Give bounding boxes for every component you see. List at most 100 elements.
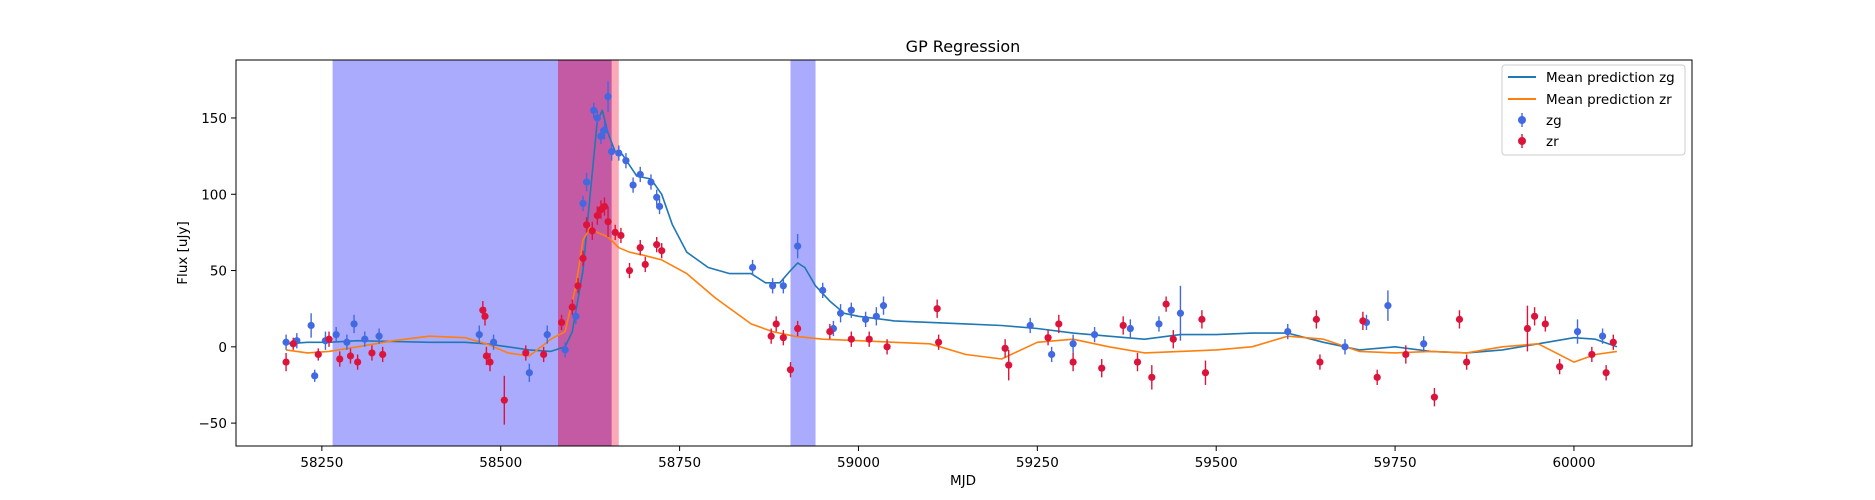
x-axis-label: MJD (950, 473, 976, 489)
zr-point (1430, 393, 1439, 401)
zg-point (608, 147, 616, 156)
zr-point (625, 266, 634, 275)
zg-point (350, 320, 358, 328)
zg-point (1026, 321, 1034, 330)
zr-point (346, 352, 355, 360)
zg-point (769, 282, 777, 290)
zr-point (847, 335, 855, 343)
zr-point (786, 366, 795, 374)
zr-point (1198, 315, 1206, 323)
zg-point (1048, 350, 1056, 359)
zr-point (540, 350, 548, 359)
zr-point (1169, 335, 1177, 343)
zr-point (641, 260, 649, 269)
zg-point (879, 302, 888, 310)
zr-point (1455, 315, 1464, 323)
zg-point (636, 170, 644, 179)
legend: Mean prediction zg Mean prediction zr zg… (1501, 64, 1686, 156)
legend-label-mean-zr: Mean prediction zr (1546, 92, 1672, 108)
zg-point (307, 321, 315, 330)
zr-point (1055, 320, 1063, 328)
zr-point (1001, 344, 1009, 352)
zr-point (1201, 369, 1210, 377)
zg-point (543, 331, 551, 339)
zr-point (772, 320, 780, 328)
x-tick-label: 58500 (479, 455, 522, 471)
zg-point (343, 338, 351, 346)
zg-point (1341, 343, 1349, 351)
zg-legend-point (1518, 116, 1526, 124)
zg-point (748, 263, 757, 272)
chart-title: GP Regression (906, 37, 1021, 56)
zr-point (314, 350, 322, 359)
zg-point (862, 315, 870, 323)
zg-point (622, 157, 630, 165)
zg-point (475, 331, 483, 339)
zr-point (658, 247, 666, 255)
zr-point (1044, 334, 1052, 342)
zr-point (1359, 317, 1367, 325)
zr-point (1148, 373, 1156, 381)
zr-point (826, 327, 834, 336)
zr-point (368, 349, 376, 357)
x-tick-label: 59500 (1195, 455, 1238, 471)
zg-point (561, 346, 569, 354)
zg-datapoints (282, 81, 1607, 382)
zg-point (836, 309, 845, 317)
legend-label-zg: zg (1546, 113, 1562, 129)
zr-point (1402, 350, 1410, 359)
zr-point (1530, 312, 1539, 320)
plot-area (235, 59, 1693, 447)
zr-point (1609, 338, 1617, 346)
zg-point (1176, 309, 1185, 317)
zr-point (379, 350, 387, 359)
zg-point (847, 306, 855, 314)
zr-point (1098, 364, 1106, 372)
zr-point (482, 352, 491, 360)
zr-datapoints (282, 197, 1617, 425)
zr-point (481, 312, 489, 320)
y-tick-label: 150 (201, 111, 227, 127)
x-tick-label: 58750 (658, 455, 701, 471)
zg-point (593, 114, 601, 122)
y-axis: −50 0 50 100 150 (199, 111, 236, 432)
zg-point (819, 286, 827, 294)
zg-point (794, 242, 802, 250)
zr-point (574, 282, 582, 290)
zg-point (629, 181, 637, 189)
zr-point (1069, 358, 1077, 366)
zr-point (600, 202, 609, 211)
y-axis-label: Flux [uJy] (175, 221, 191, 284)
zr-point (767, 332, 775, 340)
zr-legend-point (1518, 137, 1526, 145)
zg-point (1573, 327, 1582, 336)
zr-point (336, 355, 344, 363)
zr-point (354, 358, 362, 366)
legend-label-mean-zg: Mean prediction zg (1546, 70, 1675, 86)
x-tick-label: 59000 (837, 455, 880, 471)
zg-point (779, 282, 787, 290)
zg-point (579, 199, 587, 208)
zr-point (617, 231, 625, 240)
x-axis: 58250 58500 58750 59000 59250 59500 59750 60000 (300, 446, 1595, 471)
x-tick-label: 60000 (1552, 455, 1595, 471)
zr-point (1133, 358, 1142, 366)
legend-swatch-zr (1518, 134, 1526, 148)
zr-point (289, 340, 297, 348)
zg-point (1284, 327, 1292, 336)
zg-point (647, 178, 655, 186)
zr-point (611, 228, 619, 237)
zr-point (1523, 324, 1532, 333)
legend-swatch-zg (1518, 113, 1526, 127)
zg-point (1126, 324, 1134, 333)
zr-point (522, 349, 530, 357)
zr-point (486, 358, 494, 366)
zg-point (604, 93, 612, 101)
x-tick-label: 58250 (300, 455, 343, 471)
zr-point (568, 303, 576, 311)
zr-point (1588, 350, 1596, 359)
y-tick-label: −50 (199, 416, 228, 432)
x-tick-label: 59250 (1016, 455, 1059, 471)
zr-point (1373, 373, 1381, 381)
